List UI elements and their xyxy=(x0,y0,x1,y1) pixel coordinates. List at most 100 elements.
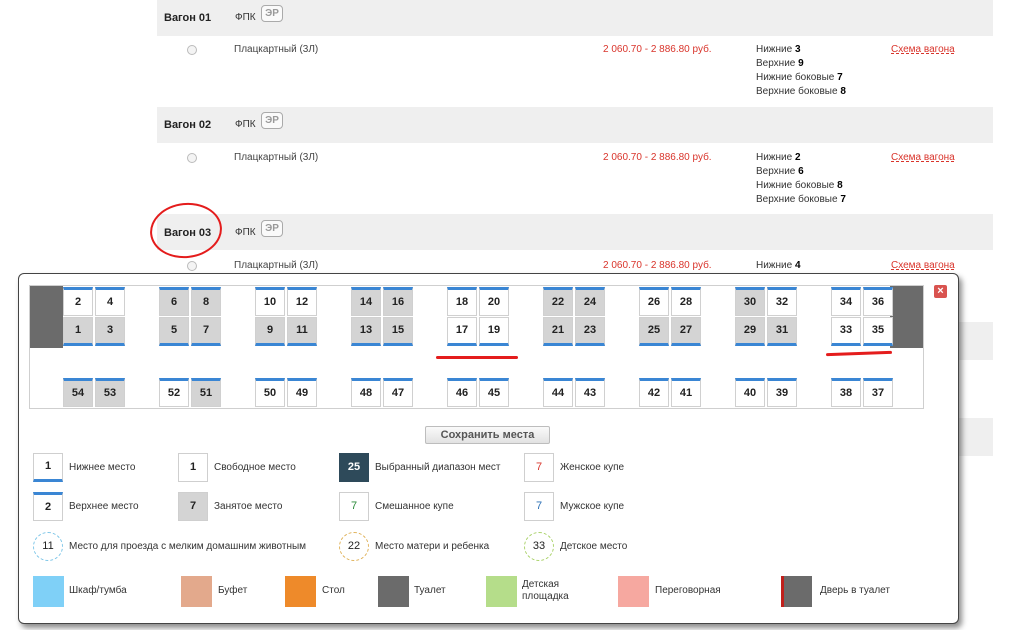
seat-12[interactable]: 12 xyxy=(287,287,317,316)
seat-21: 21 xyxy=(543,317,573,346)
seat-15: 15 xyxy=(383,317,413,346)
legend-mother-seat-box: 22 xyxy=(339,532,369,561)
carrier-name: ФПК xyxy=(235,12,256,23)
legend-mixed-coupe-label: Смешанное купе xyxy=(375,501,454,512)
seat-48[interactable]: 48 xyxy=(351,378,381,407)
seat-46[interactable]: 46 xyxy=(447,378,477,407)
toilet-block xyxy=(30,286,63,348)
seat-35[interactable]: 35 xyxy=(863,317,893,346)
er-badge: ЭР xyxy=(261,5,283,22)
scheme-link[interactable]: Схема вагона xyxy=(891,152,955,163)
legend-meeting-swatch xyxy=(618,576,649,607)
er-badge: ЭР xyxy=(261,220,283,237)
legend-child-seat-label: Детское место xyxy=(560,541,628,552)
seat-34[interactable]: 34 xyxy=(831,287,861,316)
seat-32[interactable]: 32 xyxy=(767,287,797,316)
legend-pet-seat-label: Место для проезда с мелким домашним живо… xyxy=(69,541,307,552)
seat-1: 1 xyxy=(63,317,93,346)
seat-28[interactable]: 28 xyxy=(671,287,701,316)
legend-toilet-door-swatch xyxy=(781,576,812,607)
scheme-link[interactable]: Схема вагона xyxy=(891,44,955,55)
legend-mother-seat-label: Место матери и ребенка xyxy=(375,541,490,552)
seat-39[interactable]: 39 xyxy=(767,378,797,407)
wagon-class: Плацкартный (3Л) xyxy=(234,152,319,163)
seat-18[interactable]: 18 xyxy=(447,287,477,316)
seat-49[interactable]: 49 xyxy=(287,378,317,407)
seat-52[interactable]: 52 xyxy=(159,378,189,407)
seat-20[interactable]: 20 xyxy=(479,287,509,316)
carrier-name: ФПК xyxy=(235,119,256,130)
seat-37[interactable]: 37 xyxy=(863,378,893,407)
save-seats-button[interactable]: Сохранить места xyxy=(425,426,550,444)
seat-54: 54 xyxy=(63,378,93,407)
wagon-header: Вагон 01 ФПК ЭР xyxy=(157,0,993,36)
wagon-header: Вагон 02 ФПК ЭР xyxy=(157,107,993,143)
legend-table-label: Стол xyxy=(322,585,345,596)
scheme-link[interactable]: Схема вагона xyxy=(891,260,955,271)
legend-child-seat-box: 33 xyxy=(524,532,554,561)
wagon-number: Вагон 03 xyxy=(164,227,212,239)
seat-42[interactable]: 42 xyxy=(639,378,669,407)
legend-female-coupe-box: 7 xyxy=(524,453,554,482)
seat-6: 6 xyxy=(159,287,189,316)
legend-buffet-label: Буфет xyxy=(218,585,248,596)
berth-counts: Нижние 4 xyxy=(756,260,801,271)
seat-26[interactable]: 26 xyxy=(639,287,669,316)
legend-free-seat-label: Свободное место xyxy=(214,462,296,473)
seat-40[interactable]: 40 xyxy=(735,378,765,407)
seat-50[interactable]: 50 xyxy=(255,378,285,407)
berth-counts: Нижние 3 Верхние 9 Нижние боковые 7 Верх… xyxy=(756,44,846,97)
wagon-radio[interactable] xyxy=(187,153,197,163)
legend-free-seat-box: 1 xyxy=(178,453,208,482)
legend-pet-seat-box: 11 xyxy=(33,532,63,561)
legend-toilet-swatch xyxy=(378,576,409,607)
seat-41[interactable]: 41 xyxy=(671,378,701,407)
close-icon[interactable]: × xyxy=(934,285,947,298)
seat-43[interactable]: 43 xyxy=(575,378,605,407)
legend-lower-seat-label: Нижнее место xyxy=(69,462,136,473)
seat-4[interactable]: 4 xyxy=(95,287,125,316)
seat-53: 53 xyxy=(95,378,125,407)
seat-47[interactable]: 47 xyxy=(383,378,413,407)
seat-45[interactable]: 45 xyxy=(479,378,509,407)
seat-19[interactable]: 19 xyxy=(479,317,509,346)
legend-selected-range-box: 25 xyxy=(339,453,369,482)
seat-38[interactable]: 38 xyxy=(831,378,861,407)
background-row xyxy=(957,418,993,456)
legend-toilet-door-label: Дверь в туалет xyxy=(820,585,890,596)
legend-buffet-swatch xyxy=(181,576,212,607)
wagon-radio[interactable] xyxy=(187,45,197,55)
seat-13: 13 xyxy=(351,317,381,346)
legend-upper-seat-label: Верхнее место xyxy=(69,501,139,512)
seat-3: 3 xyxy=(95,317,125,346)
seat-2[interactable]: 2 xyxy=(63,287,93,316)
wagon-price: 2 060.70 - 2 886.80 руб. xyxy=(603,152,712,163)
seat-22: 22 xyxy=(543,287,573,316)
seat-17[interactable]: 17 xyxy=(447,317,477,346)
wagon-radio[interactable] xyxy=(187,261,197,271)
seat-27: 27 xyxy=(671,317,701,346)
legend-male-coupe-label: Мужское купе xyxy=(560,501,625,512)
toilet-block xyxy=(890,286,923,348)
wagon-number: Вагон 02 xyxy=(164,119,212,131)
wagon-price: 2 060.70 - 2 886.80 руб. xyxy=(603,260,712,271)
legend-playground-label: Детская площадка xyxy=(522,579,569,602)
red-underline-annotation xyxy=(436,356,518,359)
seat-51: 51 xyxy=(191,378,221,407)
seat-33[interactable]: 33 xyxy=(831,317,861,346)
seat-30: 30 xyxy=(735,287,765,316)
wagon-header: Вагон 03 ФПК ЭР xyxy=(157,214,993,250)
seat-29: 29 xyxy=(735,317,765,346)
background-row xyxy=(957,322,993,360)
seat-36[interactable]: 36 xyxy=(863,287,893,316)
seat-10[interactable]: 10 xyxy=(255,287,285,316)
legend-female-coupe-label: Женское купе xyxy=(560,462,625,473)
wagon-number: Вагон 01 xyxy=(164,12,212,24)
red-circle-annotation xyxy=(147,199,225,262)
legend-meeting-label: Переговорная xyxy=(655,585,721,596)
seat-24: 24 xyxy=(575,287,605,316)
legend-toilet-label: Туалет xyxy=(414,585,446,596)
berth-counts: Нижние 2 Верхние 6 Нижние боковые 8 Верх… xyxy=(756,152,846,205)
car-scheme: 2 4 1 3 6 8 5 7 10 12 9 11 14 16 13 15 18 20 17 19 22 24 21 23 2… xyxy=(29,285,924,409)
seat-44[interactable]: 44 xyxy=(543,378,573,407)
